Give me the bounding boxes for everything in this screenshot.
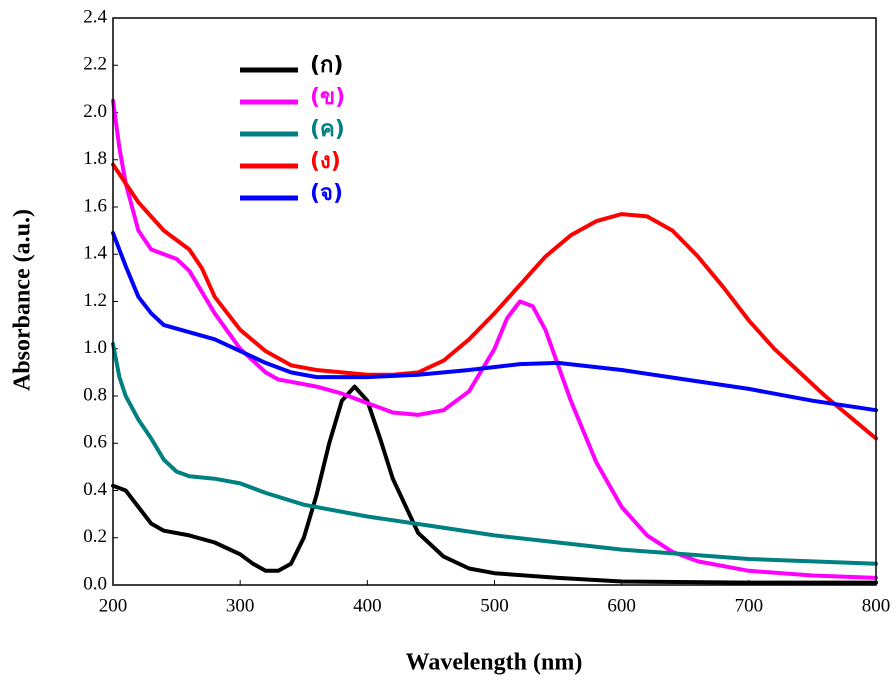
legend-label: (ง)	[310, 149, 341, 174]
plot-frame	[112, 17, 877, 586]
y-tick-label: 1.8	[83, 148, 107, 169]
y-tick-label: 0.2	[83, 526, 107, 547]
y-tick-label: 1.6	[83, 195, 107, 216]
data-line	[111, 162, 878, 441]
y-tick-label: 2.4	[83, 6, 107, 27]
data-line	[111, 342, 878, 566]
y-tick-label: 1.0	[83, 337, 107, 358]
y-tick-label: 2.0	[83, 101, 107, 122]
y-tick-label: 1.4	[83, 243, 107, 264]
x-tick-label: 600	[607, 595, 636, 616]
data-line	[111, 231, 878, 413]
y-tick-label: 1.2	[83, 290, 107, 311]
y-tick-label: 0.4	[83, 479, 107, 500]
data-line	[111, 98, 878, 580]
y-tick-label: 0.8	[83, 384, 107, 405]
legend-label: (จ)	[310, 181, 343, 206]
legend-label: (ข)	[310, 85, 345, 110]
y-tick-label: 0.6	[83, 432, 107, 453]
y-tick-label: 0.0	[83, 573, 107, 594]
legend-label: (ค)	[310, 117, 345, 142]
x-tick-label: 500	[480, 595, 509, 616]
legend-label: (ก)	[310, 53, 343, 78]
x-tick-label: 300	[226, 595, 255, 616]
y-axis-title: Absorbance (a.u.)	[10, 209, 36, 391]
data-line	[111, 384, 878, 585]
x-tick-label: 800	[862, 595, 891, 616]
x-tick-label: 400	[353, 595, 382, 616]
x-axis-title: Wavelength (nm)	[406, 650, 583, 676]
y-tick-label: 2.2	[83, 54, 107, 75]
x-tick-label: 200	[99, 595, 128, 616]
x-tick-label: 700	[735, 595, 764, 616]
